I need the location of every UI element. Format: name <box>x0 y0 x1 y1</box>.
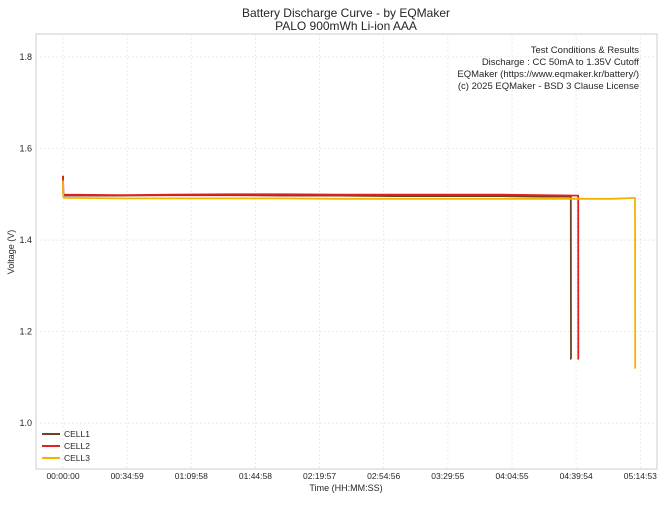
y-tick-label: 1.8 <box>19 52 32 62</box>
series-line-cell3 <box>62 180 637 370</box>
x-axis-ticks: 00:00:00 00:34:59 01:09:58 01:44:58 02:19:57… <box>46 471 657 481</box>
series-lines <box>62 175 637 370</box>
chart-subtitle: PALO 900mWh Li-ion AAA <box>275 19 417 33</box>
annotation-line-3: EQMaker (https://www.eqmaker.kr/battery/… <box>457 69 639 80</box>
annotation-line-2: Discharge : CC 50mA to 1.35V Cutoff <box>482 57 640 68</box>
x-tick-label: 04:39:54 <box>560 471 593 481</box>
x-tick-label: 02:54:56 <box>367 471 400 481</box>
y-tick-label: 1.4 <box>19 235 32 245</box>
x-axis-label: Time (HH:MM:SS) <box>309 483 382 493</box>
x-tick-label: 03:29:55 <box>431 471 464 481</box>
annotation-line-4: (c) 2025 EQMaker - BSD 3 Clause License <box>458 81 639 92</box>
x-tick-label: 01:09:58 <box>175 471 208 481</box>
x-tick-label: 01:44:58 <box>239 471 272 481</box>
x-tick-label: 00:34:59 <box>111 471 144 481</box>
y-tick-label: 1.2 <box>19 327 32 337</box>
annotation-box: Test Conditions & Results Discharge : CC… <box>457 45 639 92</box>
x-tick-label: 04:04:55 <box>495 471 528 481</box>
legend: CELL1 CELL2 CELL3 <box>42 429 90 463</box>
y-axis-label: Voltage (V) <box>6 230 16 275</box>
annotation-line-1: Test Conditions & Results <box>531 45 639 56</box>
x-tick-label: 02:19:57 <box>303 471 336 481</box>
y-tick-label: 1.0 <box>19 418 32 428</box>
legend-label-cell3: CELL3 <box>64 453 90 463</box>
x-tick-label: 00:00:00 <box>46 471 79 481</box>
grid-lines <box>36 34 657 469</box>
legend-label-cell1: CELL1 <box>64 429 90 439</box>
plot-area <box>35 33 658 470</box>
x-tick-label: 05:14:53 <box>624 471 657 481</box>
chart-title: Battery Discharge Curve - by EQMaker <box>242 6 450 20</box>
y-axis-ticks: 1.0 1.2 1.4 1.6 1.8 <box>19 52 32 428</box>
series-line-cell2 <box>62 175 580 361</box>
y-tick-label: 1.6 <box>19 143 32 153</box>
legend-label-cell2: CELL2 <box>64 441 90 451</box>
